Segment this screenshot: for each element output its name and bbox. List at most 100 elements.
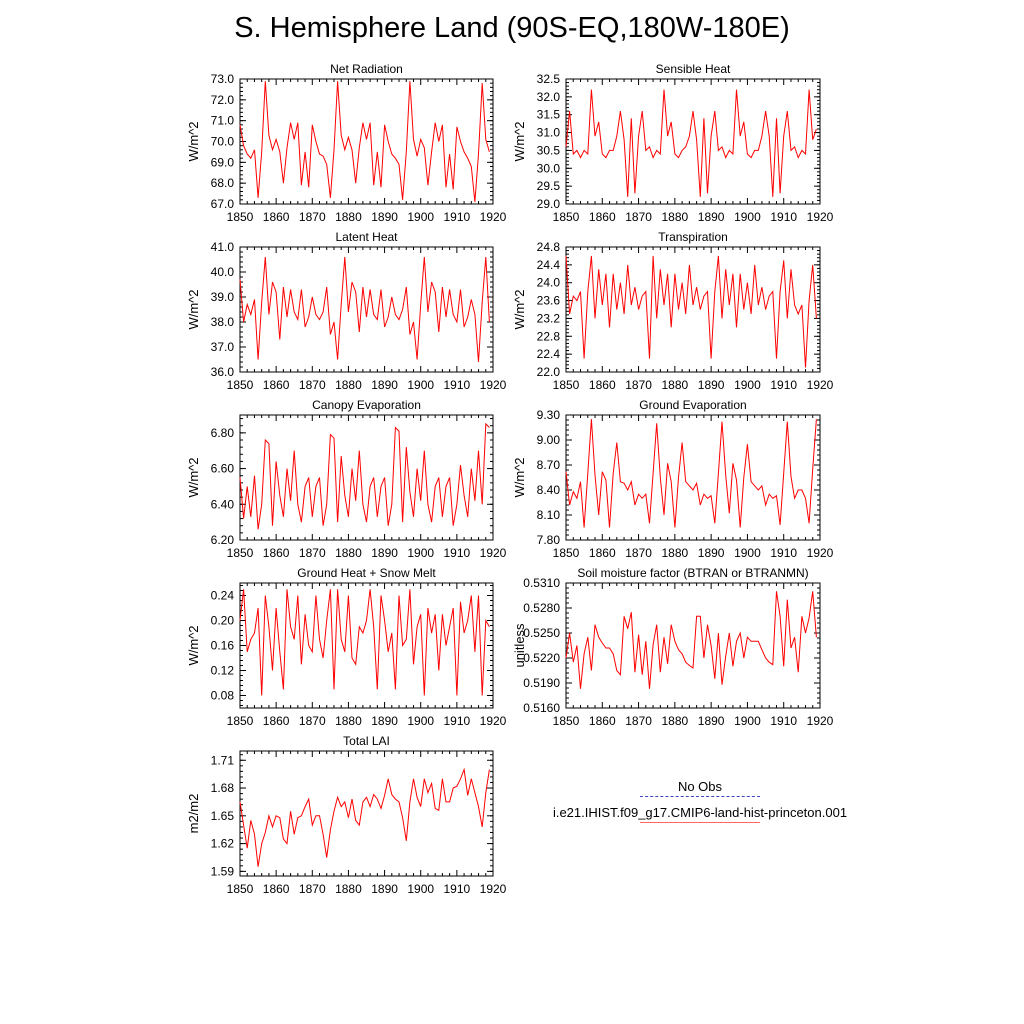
y-tick-label: 31.0 — [537, 126, 561, 140]
x-tick-label: 1900 — [407, 882, 434, 896]
x-tick-label: 1870 — [299, 378, 326, 392]
series-line-1 — [239, 767, 490, 867]
x-tick-label: 1900 — [734, 378, 761, 392]
panel-title: Ground Heat + Snow Melt — [297, 566, 436, 580]
x-tick-label: 1900 — [407, 714, 434, 728]
x-tick-label: 1860 — [589, 378, 616, 392]
y-tick-label: 22.8 — [537, 329, 561, 343]
x-tick-label: 1890 — [371, 882, 398, 896]
legend-model-label: i.e21.IHIST.f09_g17.CMIP6-land-hist-prin… — [552, 805, 848, 820]
chart-panel-9: Total LAI m2/m2 1850 1860 1870 1880 1890 1900 19… — [186, 734, 507, 896]
y-tick-label: 40.0 — [211, 265, 235, 279]
y-tick-label: 23.2 — [537, 311, 561, 325]
x-tick-label: 1860 — [263, 210, 290, 224]
y-tick-label: 0.20 — [211, 614, 235, 628]
x-tick-label: 1910 — [444, 714, 471, 728]
legend-obs: No Obs — [530, 778, 870, 798]
x-tick-label: 1880 — [335, 210, 362, 224]
x-tick-label: 1890 — [371, 378, 398, 392]
panel-title: Canopy Evaporation — [312, 398, 421, 412]
x-tick-label: 1910 — [770, 210, 797, 224]
y-tick-label: 24.8 — [537, 240, 561, 254]
x-tick-label: 1880 — [335, 714, 362, 728]
y-tick-label: 39.0 — [211, 290, 235, 304]
y-tick-label: 6.40 — [211, 497, 235, 511]
series-line-1 — [565, 591, 817, 689]
y-tick-label: 36.0 — [211, 365, 235, 379]
y-tick-label: 30.5 — [537, 143, 561, 157]
x-tick-label: 1880 — [335, 882, 362, 896]
y-tick-label: 73.0 — [211, 72, 235, 86]
y-tick-label: 22.0 — [537, 365, 561, 379]
y-tick-label: 0.24 — [211, 589, 235, 603]
plot-frame — [565, 582, 821, 709]
y-tick-label: 24.0 — [537, 276, 561, 290]
x-tick-label: 1910 — [770, 714, 797, 728]
y-tick-label: 71.0 — [211, 114, 235, 128]
series-line-1 — [565, 419, 817, 528]
series-line-1 — [239, 589, 490, 696]
y-tick-label: 24.4 — [537, 258, 561, 272]
y-tick-label: 68.0 — [211, 176, 235, 190]
x-tick-label: 1880 — [662, 378, 689, 392]
x-tick-label: 1900 — [407, 546, 434, 560]
x-tick-label: 1920 — [480, 546, 507, 560]
y-axis-label: W/m^2 — [186, 121, 201, 161]
x-tick-label: 1890 — [371, 714, 398, 728]
y-axis-label: m2/m2 — [186, 794, 201, 834]
x-tick-label: 1870 — [625, 210, 652, 224]
y-axis-label: W/m^2 — [186, 625, 201, 665]
plot-frame — [239, 750, 494, 877]
x-tick-label: 1910 — [444, 210, 471, 224]
x-tick-label: 1910 — [444, 546, 471, 560]
x-tick-label: 1870 — [299, 210, 326, 224]
x-tick-label: 1850 — [553, 546, 580, 560]
x-tick-label: 1860 — [263, 378, 290, 392]
legend-obs-label: No Obs — [677, 779, 723, 794]
y-tick-label: 0.5280 — [523, 601, 560, 615]
x-tick-label: 1900 — [407, 210, 434, 224]
x-tick-label: 1850 — [227, 714, 254, 728]
x-tick-label: 1860 — [263, 882, 290, 896]
series-line-1 — [565, 89, 817, 197]
chart-panel-7: Ground Heat + Snow Melt W/m^2 1850 1860 1870… — [186, 566, 507, 728]
x-tick-label: 1910 — [770, 546, 797, 560]
y-tick-label: 8.70 — [537, 458, 561, 472]
x-tick-label: 1890 — [698, 210, 725, 224]
x-tick-label: 1900 — [734, 210, 761, 224]
x-tick-label: 1920 — [480, 378, 507, 392]
y-tick-label: 0.5250 — [523, 626, 560, 640]
series-line-1 — [239, 81, 490, 202]
y-tick-label: 72.0 — [211, 93, 235, 107]
y-tick-label: 29.0 — [537, 197, 561, 211]
series-line-1 — [239, 422, 490, 530]
x-tick-label: 1890 — [698, 714, 725, 728]
x-tick-label: 1870 — [625, 714, 652, 728]
x-tick-label: 1870 — [625, 546, 652, 560]
y-tick-label: 69.0 — [211, 155, 235, 169]
y-tick-label: 41.0 — [211, 240, 235, 254]
series-line-1 — [239, 256, 490, 363]
x-tick-label: 1900 — [407, 378, 434, 392]
y-tick-label: 9.00 — [537, 433, 561, 447]
x-tick-label: 1850 — [227, 546, 254, 560]
y-tick-label: 32.0 — [537, 90, 561, 104]
y-tick-label: 70.0 — [211, 135, 235, 149]
x-tick-label: 1920 — [480, 210, 507, 224]
y-tick-label: 9.30 — [537, 408, 561, 422]
x-tick-label: 1910 — [444, 882, 471, 896]
y-axis-label: W/m^2 — [512, 457, 527, 497]
y-tick-label: 6.60 — [211, 462, 235, 476]
plot-frame — [239, 246, 494, 373]
legend-model-line — [640, 822, 760, 823]
chart-panel-6: Ground Evaporation W/m^2 1850 1860 1870 1880 1… — [512, 398, 834, 560]
x-tick-label: 1860 — [589, 546, 616, 560]
chart-panel-3: Latent Heat W/m^2 1850 1860 1870 1880 1890 1900… — [186, 230, 507, 392]
series-line-1 — [565, 255, 817, 368]
panel-title: Sensible Heat — [656, 62, 731, 76]
panel-title: Latent Heat — [335, 230, 398, 244]
y-tick-label: 1.71 — [211, 753, 235, 767]
x-tick-label: 1860 — [589, 714, 616, 728]
x-tick-label: 1880 — [335, 378, 362, 392]
y-tick-label: 0.16 — [211, 639, 235, 653]
